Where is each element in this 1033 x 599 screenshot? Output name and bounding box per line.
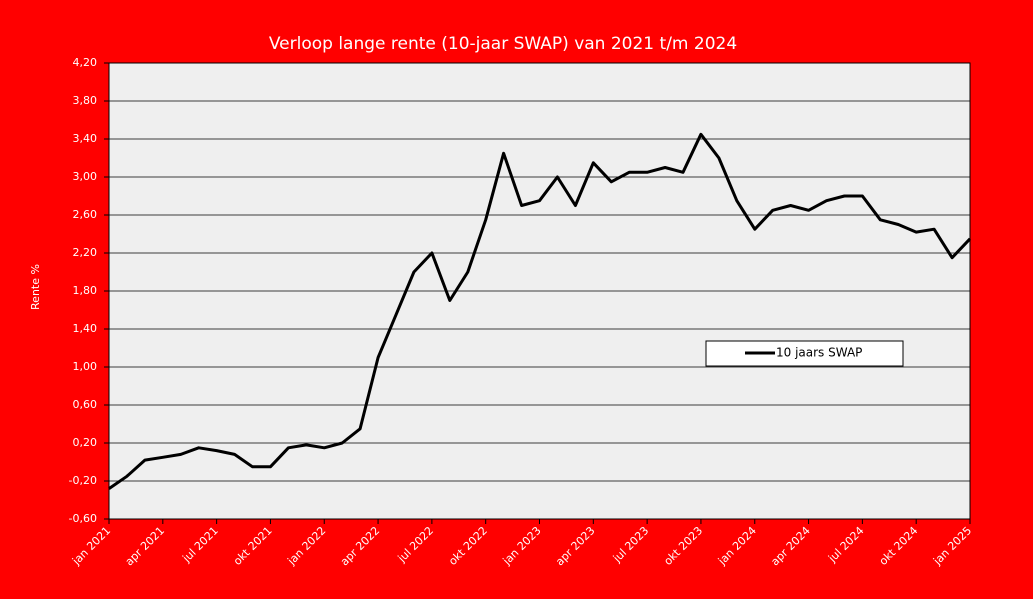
y-tick-label: 0,60 — [73, 398, 98, 411]
y-tick-label: -0,60 — [69, 512, 97, 525]
y-tick-label: 0,20 — [73, 436, 98, 449]
y-axis-label: Rente % — [29, 264, 42, 310]
y-tick-label: 3,00 — [73, 170, 98, 183]
data-line — [108, 132, 972, 490]
y-tick-label: 3,80 — [73, 94, 98, 107]
y-tick-label: 1,80 — [73, 284, 98, 297]
y-tick-label: 1,40 — [73, 322, 98, 335]
y-tick-label: 2,60 — [73, 208, 98, 221]
chart-title: Verloop lange rente (10-jaar SWAP) van 2… — [269, 34, 737, 54]
legend-label: 10 jaars SWAP — [776, 346, 862, 360]
y-tick-label: 1,00 — [73, 360, 98, 373]
y-tick-label: -0,20 — [69, 474, 97, 487]
y-tick-label: 4,20 — [73, 56, 98, 69]
y-tick-label: 3,40 — [73, 132, 98, 145]
y-tick-label: 2,20 — [73, 246, 98, 259]
legend-box — [705, 340, 904, 367]
